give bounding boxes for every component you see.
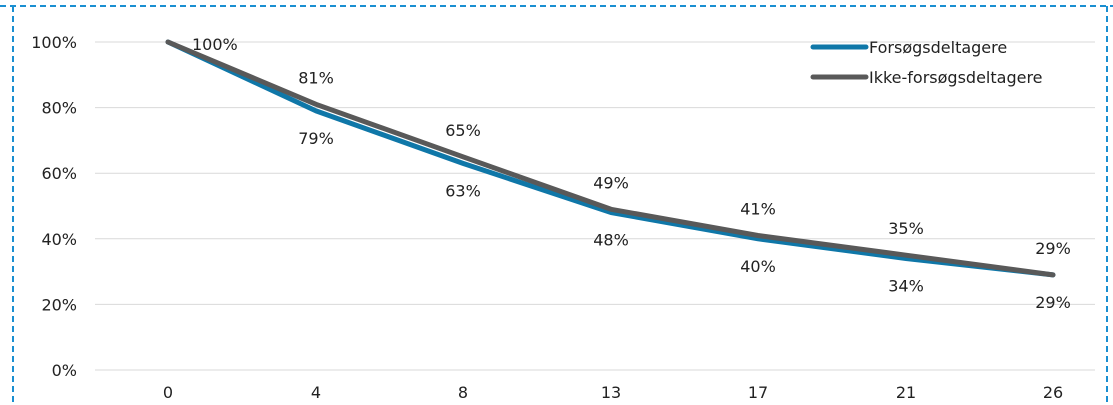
data-label: 34% xyxy=(888,276,924,295)
series-line-1 xyxy=(165,39,1056,278)
x-tick-label: 8 xyxy=(458,383,468,402)
legend-label: Forsøgsdeltagere xyxy=(869,38,1007,57)
legend-label: Ikke-forsøgsdeltagere xyxy=(869,68,1043,87)
data-label: 41% xyxy=(740,200,776,219)
data-label: 79% xyxy=(298,129,334,148)
y-tick-label: 40% xyxy=(41,230,77,249)
x-tick-label: 4 xyxy=(311,383,321,402)
y-tick-label: 0% xyxy=(52,361,77,380)
data-label: 29% xyxy=(1035,239,1071,258)
legend: Forsøgsdeltagere Ikke-forsøgsdeltagere xyxy=(810,38,1043,87)
data-label: 49% xyxy=(593,173,629,192)
data-label: 65% xyxy=(445,121,481,140)
series-lines xyxy=(165,39,1056,278)
data-label: 63% xyxy=(445,181,481,200)
gridlines xyxy=(95,41,1095,371)
series-line-2 xyxy=(165,39,1056,278)
y-axis-ticks: 0% 20% 40% 60% 80% 100% xyxy=(31,33,77,380)
x-tick-label: 26 xyxy=(1043,383,1063,402)
y-tick-label: 80% xyxy=(41,99,77,118)
y-tick-label: 100% xyxy=(31,33,77,52)
data-label: 40% xyxy=(740,257,776,276)
x-tick-label: 17 xyxy=(748,383,768,402)
data-label: 29% xyxy=(1035,293,1071,312)
data-label: 35% xyxy=(888,219,924,238)
x-axis-ticks: 0 4 8 13 17 21 26 xyxy=(163,383,1063,402)
x-tick-label: 13 xyxy=(601,383,621,402)
y-tick-label: 20% xyxy=(41,295,77,314)
data-labels: 100% 79% 63% 48% 40% 34% 29% 81% 65% 49% 41% 35% 29% xyxy=(192,35,1071,312)
data-label: 81% xyxy=(298,68,334,87)
x-tick-label: 0 xyxy=(163,383,173,402)
y-tick-label: 60% xyxy=(41,164,77,183)
data-label: 48% xyxy=(593,231,629,250)
x-tick-label: 21 xyxy=(896,383,916,402)
data-label: 100% xyxy=(192,35,238,54)
